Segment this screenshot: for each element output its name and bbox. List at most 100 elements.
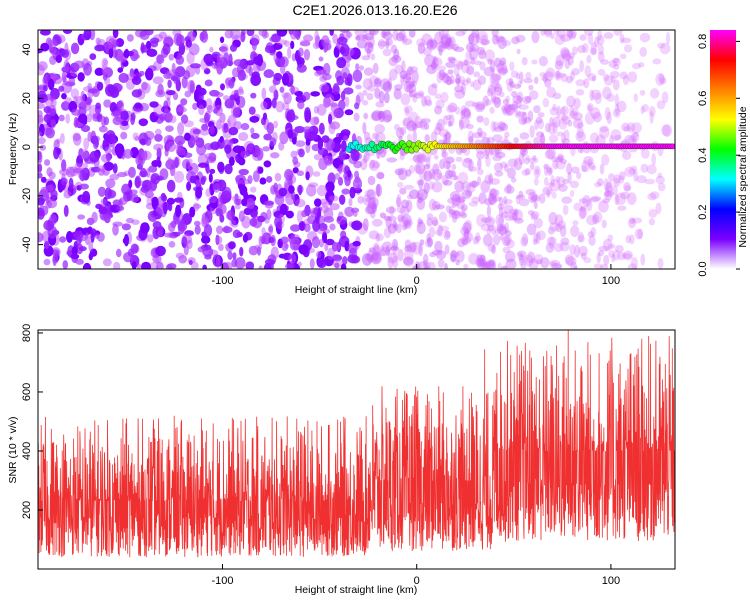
spectrogram-cell [493, 86, 503, 93]
spectrogram-cell [562, 53, 572, 62]
spectrogram-cell [498, 91, 505, 98]
spectrogram-cell [215, 119, 222, 130]
spectrogram-cell [154, 128, 162, 136]
spectrogram-cell [556, 131, 564, 137]
spectrogram-cell [206, 156, 217, 164]
spectrogram-cell [429, 39, 434, 48]
spectrogram-cell [455, 73, 461, 87]
spectrogram-cell [310, 91, 321, 97]
spectrogram-cell [77, 162, 89, 169]
spectrogram-cell [491, 74, 502, 81]
spectrogram-cell [559, 224, 567, 237]
spectrogram-cell [109, 173, 120, 181]
spectrogram-cell [291, 251, 299, 264]
spectrogram-cell [588, 162, 596, 171]
spectrogram-cell [593, 263, 603, 269]
spectrogram-cell [507, 158, 518, 168]
spectrogram-cell [416, 153, 427, 164]
spectrogram-cell [445, 205, 452, 213]
spectrogram-cell [117, 99, 125, 112]
spectrogram-cell [175, 55, 185, 65]
spectrogram-cell [195, 179, 200, 188]
spectrogram-cell [44, 240, 50, 250]
spectrogram-cell [431, 249, 443, 256]
spectrogram-cell [435, 122, 443, 131]
spectrogram-cell [482, 262, 488, 269]
spectrogram-cell [367, 201, 378, 210]
spectrogram-cell [504, 215, 515, 222]
spectrogram-cell [376, 233, 384, 241]
spectrogram-cell [555, 70, 561, 80]
spectrogram-cell [559, 158, 568, 165]
spectrogram-cell [414, 162, 426, 175]
spectrogram-cell [618, 175, 625, 184]
spectrogram-cell [403, 80, 411, 93]
spectrogram-cell [149, 261, 159, 269]
spectrogram-cell [490, 79, 500, 90]
spectrogram-cell [368, 247, 376, 253]
spectrogram-cell [318, 56, 324, 62]
spectrogram-cell [461, 190, 472, 199]
spectrogram-cell [508, 77, 514, 87]
spectrogram-cell [73, 230, 81, 237]
spectrogram-cell [189, 80, 195, 93]
spectrogram-cell [393, 88, 402, 100]
spectrogram-cell [235, 97, 241, 106]
spectrogram-cell [503, 163, 509, 173]
spectrogram-cell [375, 101, 385, 108]
spectrogram-cell [373, 78, 382, 88]
spectrogram-cell [542, 97, 550, 108]
spectrogram-cell [632, 62, 641, 70]
spectrogram-cell [180, 218, 185, 225]
x-tick-label: -100 [211, 275, 233, 287]
spectrogram-cell [476, 168, 484, 176]
spectrogram-cell [261, 87, 267, 100]
spectrogram-cell [373, 242, 380, 253]
colorbar-gradient [710, 30, 736, 269]
spectrogram-cell [45, 127, 55, 139]
spectrogram-cell [509, 80, 515, 88]
spectrogram-cell [51, 75, 63, 85]
spectrogram-cell [478, 49, 487, 60]
spectrogram-cell [566, 30, 574, 39]
spectrogram-cell [352, 69, 363, 83]
spectrogram-cell [362, 122, 367, 135]
spectrogram-cell [511, 90, 518, 98]
spectrogram-cell [451, 193, 461, 207]
spectrogram-cell [472, 132, 483, 139]
spectrogram-cell [63, 59, 70, 73]
spectrogram-cell [165, 89, 176, 96]
spectrogram-cell [370, 53, 376, 61]
spectrogram-cell [155, 89, 166, 98]
spectrogram-cell [561, 49, 571, 60]
spectrogram-cell [561, 115, 571, 125]
spectrogram-cell [355, 94, 361, 107]
spectrogram-cell [436, 65, 447, 72]
spectrogram-cell [336, 36, 348, 46]
colorbar-tick-label: 0.0 [697, 261, 709, 276]
spectrogram-cell [427, 84, 438, 96]
spectrogram-cell [166, 197, 176, 205]
spectrogram-cell [220, 83, 226, 91]
spectrogram-cell [130, 194, 139, 203]
spectrogram-cell [632, 136, 637, 146]
spectrogram-cell [412, 121, 417, 133]
spectrogram-cell [70, 88, 80, 99]
spectrogram-cell [280, 236, 290, 244]
spectrogram-cell [579, 34, 587, 41]
spectrogram-cell [489, 193, 495, 206]
spectrogram-cell [476, 103, 485, 110]
spectrogram-cell [576, 127, 584, 139]
x-tick-label: 0 [414, 575, 420, 587]
spectrogram-cell [389, 245, 400, 252]
spectrogram-cell [262, 112, 268, 121]
spectrogram-cell [399, 126, 407, 135]
spectrogram-cell [371, 110, 383, 121]
spectrogram-cell [272, 42, 283, 50]
spectrogram-cell [186, 158, 193, 164]
spectrogram-cell [120, 110, 129, 121]
spectrogram-cell [502, 196, 508, 206]
spectrogram-cell [397, 249, 404, 262]
spectrogram-cell [366, 92, 374, 101]
